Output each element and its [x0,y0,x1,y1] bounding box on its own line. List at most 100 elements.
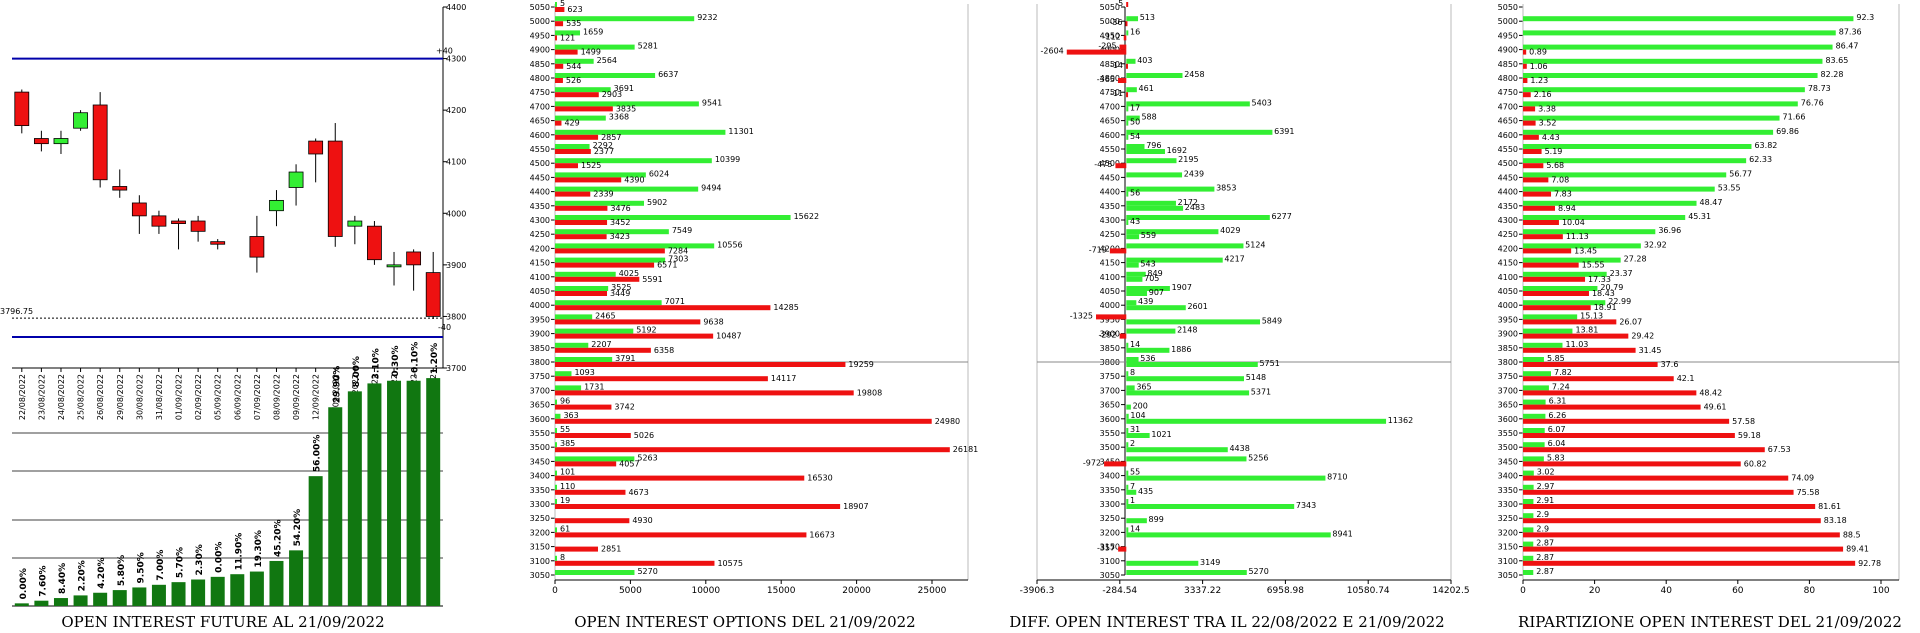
put-bar [555,7,565,12]
call-bar [555,570,635,575]
call-pct-value: 15.13 [1580,311,1603,320]
put-diff-bar [1125,63,1128,69]
put-value: 1499 [581,48,601,57]
strike-label: 3600 [1100,415,1120,424]
call-pct-bar [1523,470,1534,476]
call-bar [555,144,590,149]
put-pct-bar [1523,447,1765,453]
put-value: 3452 [610,218,630,227]
call-diff-value: 403 [1137,56,1152,65]
put-bar [555,21,564,27]
strike-label: 3100 [530,557,550,566]
call-pct-value: 53.55 [1718,184,1741,193]
call-diff-bar [1126,342,1129,348]
put-bar [555,447,950,453]
strike-label: 4400 [530,188,550,197]
date-label: 05/09/2022 [214,374,223,420]
strike-label: 4550 [530,145,550,154]
put-diff-bar [1126,475,1326,481]
put-bar [555,291,608,296]
put-diff-value: -365 [1097,75,1115,84]
put-pct-value: 89.41 [1846,545,1869,554]
put-value: 2377 [594,147,614,156]
call-diff-bar [1126,115,1140,121]
future-oi-label: 2.20% [78,560,88,591]
call-diff-value: -5 [1115,0,1123,8]
put-bar [555,63,564,69]
small-bar [555,484,557,490]
strike-label: 4000 [1498,301,1518,310]
call-value: 5 [560,0,565,8]
call-bar [555,456,635,462]
strike-label: 3300 [530,500,550,509]
put-pct-value: 37.6 [1661,360,1679,369]
strike-label: 3300 [1100,500,1120,509]
call-value: 2465 [595,311,615,320]
call-pct-value: 23.37 [1610,269,1633,278]
call-pct-bar [1523,115,1780,121]
call-pct-value: 63.82 [1754,141,1777,150]
future-oi-bar [14,603,29,606]
strike-label: 3150 [530,543,550,552]
put-value: 24980 [935,417,960,426]
strike-label: 4700 [1498,102,1518,111]
call-value: 10556 [717,240,742,249]
call-pct-bar [1523,300,1606,306]
call-diff-value: 5403 [1252,98,1272,107]
strike-label: 3400 [530,472,550,481]
strike-label: 4450 [1100,173,1120,182]
future-oi-label: 7.00% [156,550,166,581]
strike-label: 5050 [530,3,550,12]
put-diff-bar [1126,262,1139,268]
future-oi-label: 7.60% [38,565,48,596]
candle-body [288,171,304,188]
call-diff-bar [1126,413,1129,419]
call-value: 7549 [672,226,692,235]
call-diff-bar [1096,314,1127,320]
put-pct-value: 5.19 [1545,147,1563,156]
date-label: 02/09/2022 [194,374,203,420]
put-pct-value: 75.58 [1797,488,1820,497]
put-value: 1525 [581,161,601,170]
candle-body [131,202,147,217]
put-diff-value: -292 [1098,331,1116,340]
strike-label: 3900 [1100,330,1120,339]
put-value: 16530 [807,474,832,483]
call-diff-bar [1126,470,1129,476]
future-oi-bar [249,571,264,606]
put-pct-value: 42.1 [1677,374,1695,383]
put-pct-bar [1523,305,1591,311]
put-pct-value: 15.55 [1582,261,1605,270]
call-pct-bar [1523,200,1697,206]
strike-label: 3750 [1100,372,1120,381]
candle-body [386,264,402,268]
call-diff-bar [1119,44,1127,50]
put-diff-bar [1104,461,1127,467]
call-diff-bar [1126,385,1135,391]
strike-label: 4700 [530,102,550,111]
call-diff-bar [1126,16,1139,22]
put-value: 2851 [601,545,621,554]
put-pct-value: 81.61 [1818,502,1841,511]
put-value: 623 [567,5,582,14]
call-diff-value: 536 [1140,354,1155,363]
price-tick-label: 4300 [446,55,466,64]
strike-label: 4400 [1100,188,1120,197]
call-diff-value: 8 [1130,368,1135,377]
put-diff-bar [1123,35,1127,41]
call-value: 3525 [611,283,631,292]
strike-label: 4350 [530,202,550,211]
strike-label: 4650 [530,117,550,126]
call-diff-bar [1126,570,1247,575]
value-tick-label: 25000 [918,586,947,596]
strike-label: 3150 [1498,543,1518,552]
put-diff-bar [1126,532,1331,538]
candle-body [73,112,88,129]
put-value: 5026 [634,431,654,440]
call-pct-value: 45.31 [1688,212,1711,221]
call-diff-bar [1126,186,1215,192]
call-value: 1731 [584,382,604,391]
put-diff-bar [1117,78,1127,83]
put-value: 26181 [953,445,978,454]
call-pct-value: 6.26 [1548,411,1566,420]
